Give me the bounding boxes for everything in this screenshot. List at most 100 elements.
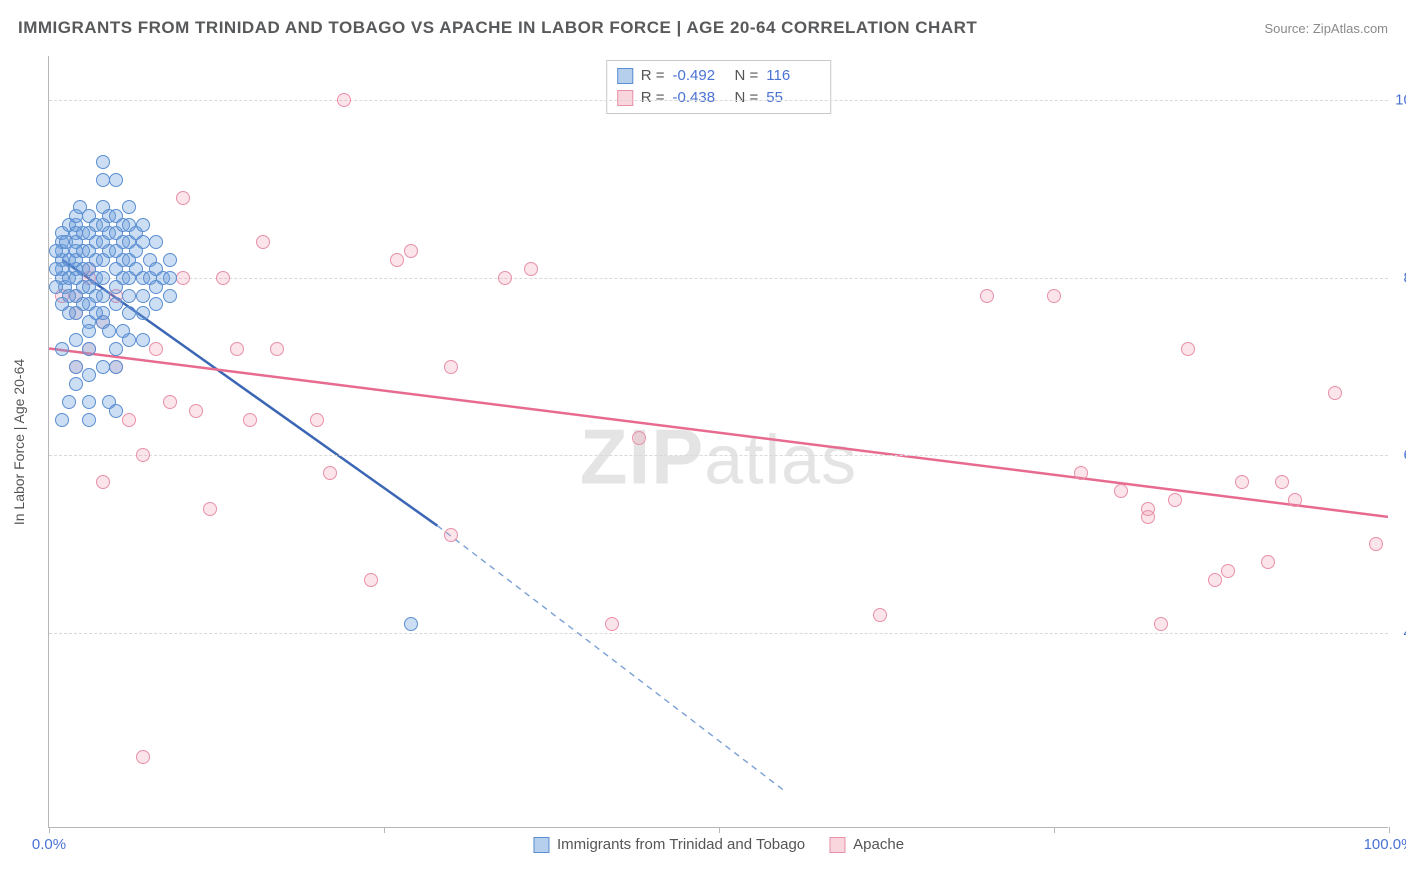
y-tick-label: 40.0% bbox=[1394, 624, 1406, 641]
scatter-point bbox=[1181, 342, 1195, 356]
scatter-point bbox=[136, 235, 150, 249]
scatter-point bbox=[122, 289, 136, 303]
x-tick bbox=[49, 827, 50, 833]
scatter-point bbox=[1047, 289, 1061, 303]
scatter-point bbox=[873, 608, 887, 622]
scatter-point bbox=[270, 342, 284, 356]
scatter-point bbox=[1275, 475, 1289, 489]
scatter-point bbox=[122, 413, 136, 427]
scatter-point bbox=[149, 235, 163, 249]
scatter-point bbox=[109, 342, 123, 356]
scatter-point bbox=[1154, 617, 1168, 631]
x-tick bbox=[1389, 827, 1390, 833]
scatter-point bbox=[55, 297, 69, 311]
scatter-point bbox=[55, 413, 69, 427]
scatter-point bbox=[980, 289, 994, 303]
scatter-point bbox=[163, 289, 177, 303]
scatter-point bbox=[69, 360, 83, 374]
scatter-point bbox=[136, 306, 150, 320]
scatter-point bbox=[323, 466, 337, 480]
legend-item-apache: Apache bbox=[829, 836, 904, 853]
scatter-point bbox=[176, 271, 190, 285]
scatter-point bbox=[1369, 537, 1383, 551]
scatter-point bbox=[364, 573, 378, 587]
stats-legend: R = -0.492 N = 116 R = -0.438 N = 55 bbox=[606, 60, 832, 114]
bottom-legend: Immigrants from Trinidad and Tobago Apac… bbox=[533, 836, 904, 853]
scatter-point bbox=[256, 235, 270, 249]
scatter-point bbox=[1168, 493, 1182, 507]
scatter-point bbox=[149, 342, 163, 356]
scatter-point bbox=[82, 395, 96, 409]
scatter-point bbox=[62, 395, 76, 409]
swatch-pink-icon bbox=[617, 90, 633, 106]
scatter-point bbox=[605, 617, 619, 631]
scatter-point bbox=[89, 306, 103, 320]
scatter-point bbox=[136, 448, 150, 462]
scatter-point bbox=[69, 333, 83, 347]
x-tick bbox=[384, 827, 385, 833]
scatter-point bbox=[96, 173, 110, 187]
scatter-point bbox=[1208, 573, 1222, 587]
y-axis-title: In Labor Force | Age 20-64 bbox=[11, 358, 27, 524]
gridline bbox=[49, 100, 1388, 101]
scatter-point bbox=[96, 289, 110, 303]
chart-title: IMMIGRANTS FROM TRINIDAD AND TOBAGO VS A… bbox=[18, 18, 977, 38]
scatter-point bbox=[498, 271, 512, 285]
scatter-point bbox=[189, 404, 203, 418]
scatter-point bbox=[163, 395, 177, 409]
gridline bbox=[49, 633, 1388, 634]
scatter-point bbox=[243, 413, 257, 427]
scatter-point bbox=[337, 93, 351, 107]
scatter-point bbox=[632, 431, 646, 445]
scatter-point bbox=[176, 191, 190, 205]
scatter-point bbox=[136, 750, 150, 764]
x-tick bbox=[1054, 827, 1055, 833]
scatter-point bbox=[390, 253, 404, 267]
legend-item-trinidad: Immigrants from Trinidad and Tobago bbox=[533, 836, 805, 853]
scatter-point bbox=[203, 502, 217, 516]
scatter-point bbox=[1235, 475, 1249, 489]
scatter-point bbox=[69, 377, 83, 391]
scatter-point bbox=[1114, 484, 1128, 498]
scatter-point bbox=[96, 155, 110, 169]
scatter-point bbox=[404, 617, 418, 631]
scatter-point bbox=[82, 368, 96, 382]
scatter-point bbox=[1074, 466, 1088, 480]
scatter-point bbox=[76, 297, 90, 311]
gridline bbox=[49, 278, 1388, 279]
scatter-point bbox=[1288, 493, 1302, 507]
y-tick-label: 100.0% bbox=[1394, 92, 1406, 109]
swatch-blue-icon bbox=[617, 68, 633, 84]
scatter-point bbox=[136, 289, 150, 303]
scatter-plot: In Labor Force | Age 20-64 ZIPatlas R = … bbox=[48, 56, 1388, 828]
watermark: ZIPatlas bbox=[580, 411, 857, 502]
scatter-point bbox=[55, 342, 69, 356]
x-tick bbox=[719, 827, 720, 833]
scatter-point bbox=[444, 360, 458, 374]
scatter-point bbox=[109, 297, 123, 311]
scatter-point bbox=[96, 475, 110, 489]
scatter-point bbox=[96, 271, 110, 285]
stats-row-trinidad: R = -0.492 N = 116 bbox=[617, 65, 821, 87]
scatter-point bbox=[149, 297, 163, 311]
y-tick-label: 80.0% bbox=[1394, 269, 1406, 286]
swatch-blue-icon bbox=[533, 837, 549, 853]
x-tick-label: 100.0% bbox=[1364, 836, 1406, 853]
scatter-point bbox=[49, 244, 63, 258]
scatter-point bbox=[444, 528, 458, 542]
scatter-point bbox=[1261, 555, 1275, 569]
scatter-point bbox=[404, 244, 418, 258]
scatter-point bbox=[122, 306, 136, 320]
swatch-pink-icon bbox=[829, 837, 845, 853]
scatter-point bbox=[524, 262, 538, 276]
scatter-point bbox=[82, 324, 96, 338]
scatter-point bbox=[136, 218, 150, 232]
scatter-point bbox=[116, 324, 130, 338]
scatter-point bbox=[122, 200, 136, 214]
scatter-point bbox=[163, 271, 177, 285]
source-label: Source: ZipAtlas.com bbox=[1264, 21, 1388, 36]
stats-row-apache: R = -0.438 N = 55 bbox=[617, 87, 821, 109]
y-tick-label: 60.0% bbox=[1394, 447, 1406, 464]
scatter-point bbox=[163, 253, 177, 267]
scatter-point bbox=[1221, 564, 1235, 578]
